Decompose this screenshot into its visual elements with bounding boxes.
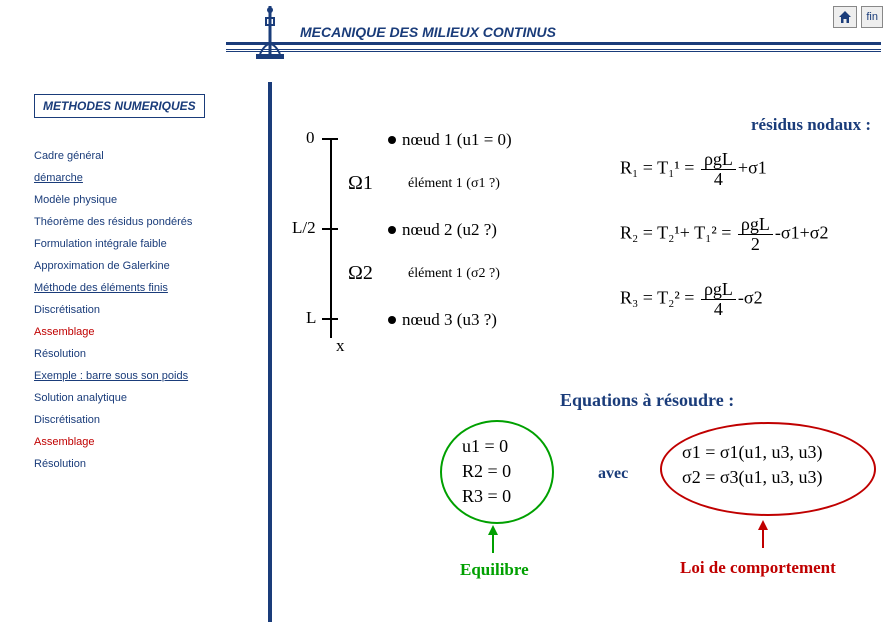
node2-text: nœud 2 (u2 ?) (402, 220, 497, 240)
label-L: L (306, 308, 316, 328)
eq-r1-frac: ρgL 4 (701, 150, 736, 189)
logo-icon (248, 4, 292, 64)
eq-r1-num: ρgL (701, 150, 736, 170)
side-divider (268, 82, 272, 622)
red-oval-content: σ1 = σ1(u1, u3, u3) σ2 = σ3(u1, u3, u3) (682, 440, 823, 490)
eq-r1-den: 4 (701, 170, 736, 189)
red-l1: σ1 = σ1(u1, u3, u3) (682, 440, 823, 465)
sidebar-link-residus[interactable]: Théorème des résidus pondérés (34, 216, 244, 228)
omega-2: Ω2 (348, 262, 373, 285)
eq-r3-num: ρgL (701, 280, 736, 300)
solve-title: Equations à résoudre : (560, 390, 734, 411)
eq-r2-tail: -σ1+σ2 (775, 223, 829, 243)
label-x: x (336, 336, 345, 356)
home-button[interactable] (833, 6, 857, 28)
fin-button[interactable]: fin (861, 6, 883, 28)
red-arrow-line (762, 530, 764, 548)
sidebar-link-galerkine[interactable]: Approximation de Galerkine (34, 260, 244, 272)
green-l2: R2 = 0 (462, 459, 511, 484)
eq-r3-lhs: R₃ = T₂² = (620, 288, 694, 308)
red-l2: σ2 = σ3(u1, u3, u3) (682, 465, 823, 490)
sidebar-link-demarche[interactable]: démarche (34, 172, 244, 184)
omega-1: Ω1 (348, 172, 373, 195)
eq-r3: R₃ = T₂² = ρgL 4 -σ2 (620, 280, 763, 319)
home-icon (837, 10, 853, 24)
green-arrow-line (492, 535, 494, 553)
sidebar-link-exemple[interactable]: Exemple : barre sous son poids (34, 370, 244, 382)
equilibre-label: Equilibre (460, 560, 529, 580)
loi-label: Loi de comportement (680, 558, 836, 578)
eq-r2-den: 2 (738, 235, 773, 254)
elem2-text: élément 1 (σ2 ?) (408, 266, 500, 282)
tick-L2 (322, 228, 338, 230)
node-dot-2 (388, 226, 396, 234)
sidebar-link-sol[interactable]: Solution analytique (34, 392, 244, 404)
beam-line (330, 138, 332, 338)
eq-r1: R₁ = T₁¹ = ρgL 4 +σ1 (620, 150, 767, 189)
eq-r3-frac: ρgL 4 (701, 280, 736, 319)
tick-L (322, 318, 338, 320)
sidebar-link-resol2[interactable]: Résolution (34, 458, 244, 470)
sidebar-nav: Cadre général démarche Modèle physique T… (34, 150, 244, 480)
node3-text: nœud 3 (u3 ?) (402, 310, 497, 330)
sidebar-link-discr2[interactable]: Discrétisation (34, 414, 244, 426)
node-dot-1 (388, 136, 396, 144)
label-zero: 0 (306, 128, 315, 148)
sidebar-link-modele[interactable]: Modèle physique (34, 194, 244, 206)
eq-r3-tail: -σ2 (738, 288, 763, 308)
node1-text: nœud 1 (u1 = 0) (402, 130, 512, 150)
header-rule (226, 42, 881, 50)
eq-r3-den: 4 (701, 300, 736, 319)
main-content: résidus nodaux : 0 L/2 L x Ω1 Ω2 nœud 1 … (280, 90, 881, 620)
eq-r2-frac: ρgL 2 (738, 215, 773, 254)
sidebar-link-cadre[interactable]: Cadre général (34, 150, 244, 162)
node-dot-3 (388, 316, 396, 324)
eq-r2-lhs: R₂ = T₂¹+ T₁² = (620, 223, 731, 243)
sidebar-link-formulation[interactable]: Formulation intégrale faible (34, 238, 244, 250)
sidebar-link-assemb1[interactable]: Assemblage (34, 326, 244, 338)
sidebar-link-assemb2[interactable]: Assemblage (34, 436, 244, 448)
eq-r1-tail: +σ1 (738, 158, 767, 178)
residuals-title: résidus nodaux : (751, 115, 871, 135)
avec-label: avec (598, 465, 628, 483)
sidebar-link-discr1[interactable]: Discrétisation (34, 304, 244, 316)
eq-r2: R₂ = T₂¹+ T₁² = ρgL 2 -σ1+σ2 (620, 215, 828, 254)
tick-0 (322, 138, 338, 140)
eq-r1-lhs: R₁ = T₁¹ = (620, 158, 694, 178)
elem1-text: élément 1 (σ1 ?) (408, 176, 500, 192)
label-L2: L/2 (292, 218, 316, 238)
sidebar-link-mef[interactable]: Méthode des éléments finis (34, 282, 244, 294)
red-arrow-head (758, 520, 768, 530)
green-l3: R3 = 0 (462, 484, 511, 509)
green-oval-content: u1 = 0 R2 = 0 R3 = 0 (462, 434, 511, 510)
eq-r2-num: ρgL (738, 215, 773, 235)
section-box-label: METHODES NUMERIQUES (34, 94, 205, 118)
green-arrow-head (488, 525, 498, 535)
green-l1: u1 = 0 (462, 434, 511, 459)
sidebar-link-resol1[interactable]: Résolution (34, 348, 244, 360)
